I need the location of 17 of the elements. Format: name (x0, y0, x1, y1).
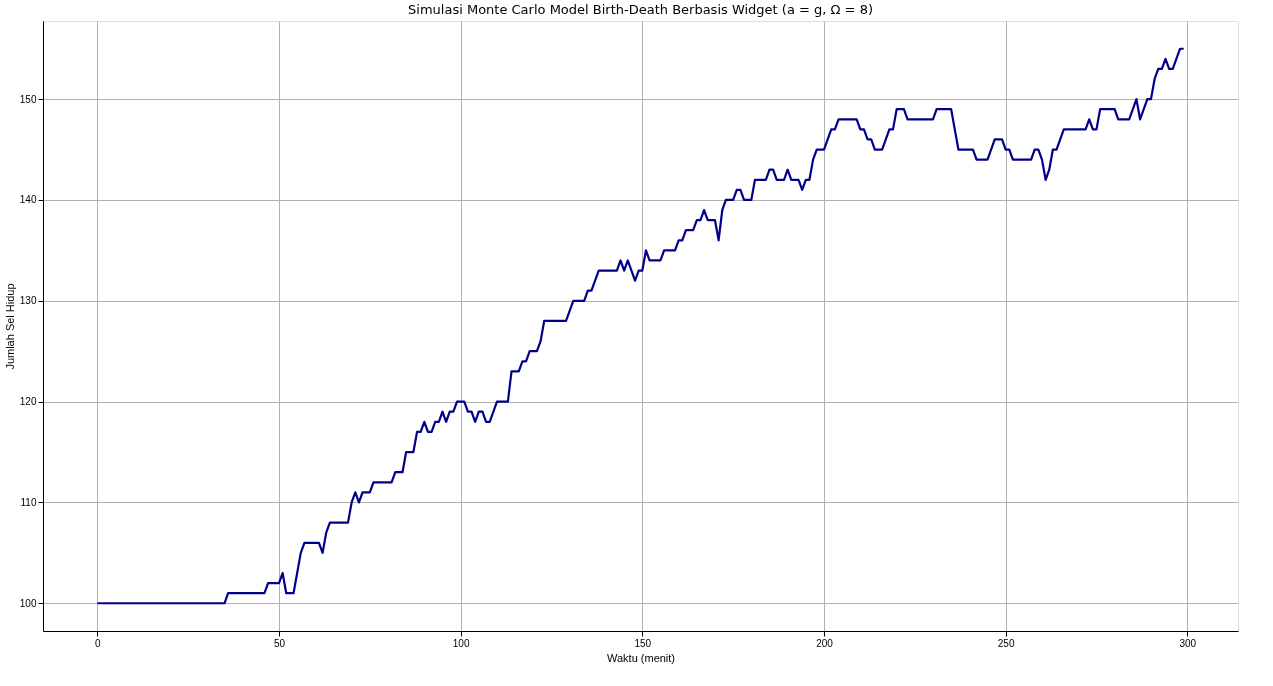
y-tick-label: 140 (19, 194, 37, 206)
y-tick-label: 110 (20, 496, 37, 508)
x-tick-label: 100 (452, 637, 470, 649)
y-axis-title: Jumlah Sel Hidup (3, 283, 16, 370)
x-tick-label: 200 (816, 637, 834, 649)
line-series (96, 47, 1185, 605)
x-tick-label: 150 (634, 637, 652, 649)
y-tick-label: 120 (19, 396, 37, 408)
chart-title: Simulasi Monte Carlo Model Birth-Death Berbasis Widget (a = g, Ω = 8) (408, 2, 873, 17)
y-tick-label: 100 (19, 597, 37, 609)
x-tick-label: 250 (997, 637, 1015, 649)
x-tick-label: 300 (1179, 637, 1197, 649)
x-axis-title: Waktu (menit) (606, 651, 676, 664)
x-tick-label: 0 (95, 637, 102, 649)
x-tick-label: 50 (273, 637, 286, 649)
y-tick-label: 130 (19, 295, 37, 307)
y-tick-label: 150 (19, 93, 37, 105)
